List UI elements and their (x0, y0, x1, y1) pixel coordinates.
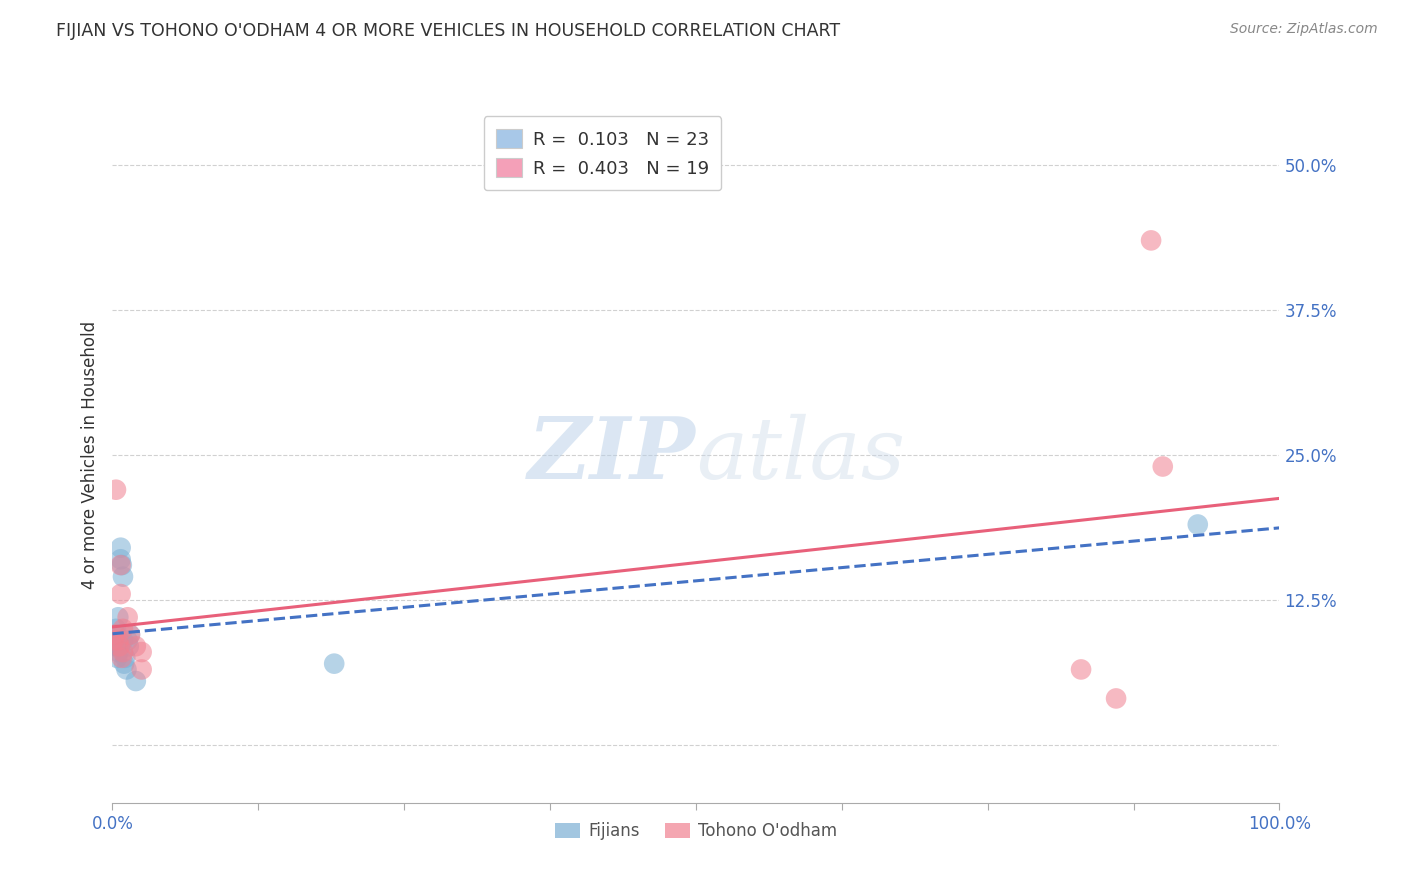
Point (125, 674, 148, 689)
Point (105, 651, 128, 665)
Point (1070, 662, 1092, 677)
Point (107, 645, 129, 659)
Point (1105, 691, 1128, 706)
Point (107, 610, 129, 624)
Point (1152, 459, 1174, 474)
Point (118, 639, 141, 653)
Point (117, 610, 139, 624)
Point (110, 541, 132, 555)
Point (104, 639, 127, 653)
Point (103, 633, 125, 648)
Y-axis label: 4 or more Vehicles in Household: 4 or more Vehicles in Household (80, 321, 98, 589)
Point (111, 633, 134, 648)
Point (111, 570, 134, 584)
Text: atlas: atlas (696, 414, 905, 496)
Point (131, 645, 153, 659)
Point (110, 587, 132, 601)
Point (323, 657, 346, 671)
Point (103, 633, 125, 648)
Point (110, 552, 132, 566)
Point (111, 651, 134, 665)
Point (114, 651, 136, 665)
Point (112, 657, 135, 671)
Point (108, 639, 131, 653)
Point (117, 633, 139, 648)
Point (108, 639, 131, 653)
Point (104, 628, 127, 642)
Point (105, 639, 128, 653)
Point (107, 633, 129, 648)
Point (111, 558, 134, 573)
Point (104, 628, 127, 642)
Point (131, 662, 153, 677)
Text: ZIP: ZIP (529, 413, 696, 497)
Point (125, 639, 148, 653)
Point (111, 645, 134, 659)
Point (1187, 517, 1209, 532)
Point (104, 483, 127, 497)
Point (118, 628, 141, 642)
Point (111, 622, 134, 636)
Point (118, 628, 141, 642)
Text: FIJIAN VS TOHONO O'ODHAM 4 OR MORE VEHICLES IN HOUSEHOLD CORRELATION CHART: FIJIAN VS TOHONO O'ODHAM 4 OR MORE VEHIC… (56, 22, 841, 40)
Point (110, 558, 132, 573)
Legend: Fijians, Tohono O'odham: Fijians, Tohono O'odham (548, 815, 844, 847)
Point (104, 622, 127, 636)
Point (115, 662, 138, 677)
Text: Source: ZipAtlas.com: Source: ZipAtlas.com (1230, 22, 1378, 37)
Point (1140, 233, 1163, 247)
